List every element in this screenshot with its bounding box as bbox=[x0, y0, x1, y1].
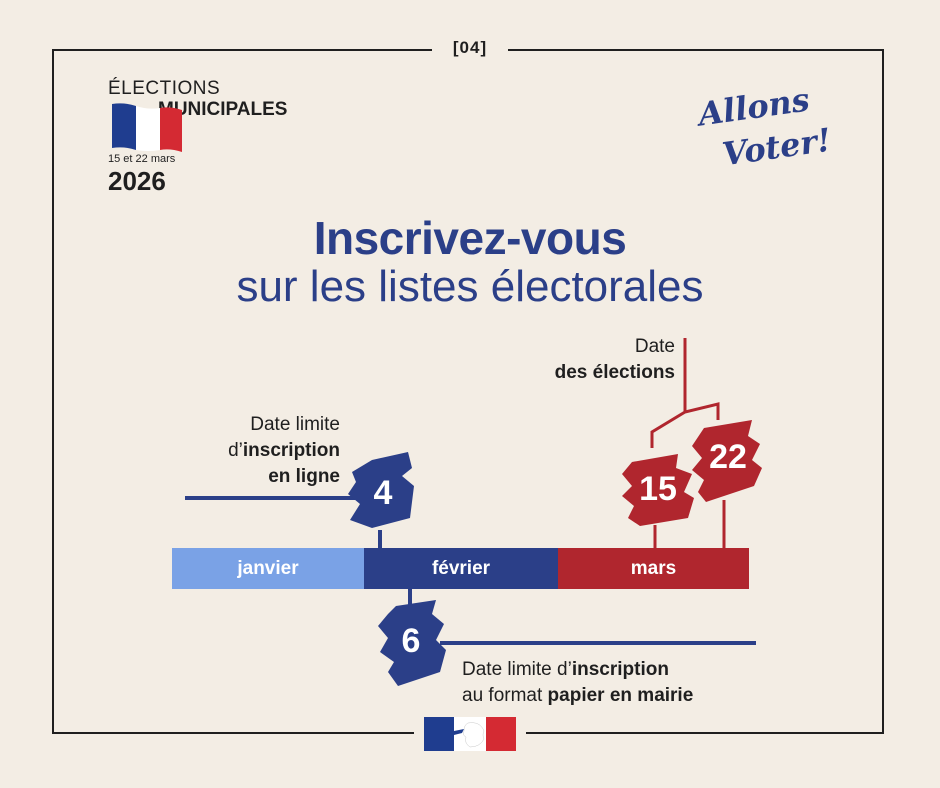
frame-bottom-right bbox=[526, 732, 884, 734]
paper-deadline-line1: Date limite d’inscription bbox=[462, 657, 762, 683]
frame-bottom-left bbox=[52, 732, 414, 734]
online-deadline-bold2: en ligne bbox=[268, 466, 340, 487]
elections-label: ÉLECTIONS bbox=[108, 78, 221, 99]
paper-deadline-bold1: inscription bbox=[571, 659, 669, 680]
frame-top-right bbox=[508, 49, 884, 51]
frame-top-left bbox=[52, 49, 432, 51]
elections-label-block: Date des élections bbox=[500, 334, 675, 386]
badge-15-shape bbox=[622, 454, 694, 526]
elections-bracket bbox=[650, 402, 720, 448]
paper-deadline-bold2: papier en mairie bbox=[547, 685, 694, 706]
badge-6-shape bbox=[378, 600, 446, 686]
frame-right bbox=[882, 49, 884, 734]
month-fevrier: février bbox=[364, 548, 558, 589]
paper-deadline-label: Date limite d’inscription au format papi… bbox=[462, 657, 762, 709]
elections-label-line1: Date bbox=[634, 336, 675, 357]
french-flag-icon bbox=[112, 103, 182, 152]
month-mars: mars bbox=[558, 548, 749, 589]
badge-4-shape bbox=[348, 452, 414, 528]
online-deadline-line1: Date limite bbox=[250, 414, 340, 435]
marianne-logo-icon bbox=[424, 717, 516, 751]
frame-left bbox=[52, 49, 54, 734]
municipales-label: MUNICIPALES bbox=[158, 99, 288, 120]
paper-deadline-plain2: au format bbox=[462, 685, 548, 706]
election-year: 2026 bbox=[108, 166, 166, 196]
online-deadline-day: 4 bbox=[373, 474, 393, 512]
page-subtitle: sur les listes électorales bbox=[236, 262, 704, 311]
online-deadline-label: Date limite d’inscription en ligne bbox=[190, 412, 340, 490]
paper-deadline-plain1: Date limite d’ bbox=[462, 659, 572, 680]
online-deadline-line2: d’inscription bbox=[190, 438, 340, 464]
election-dates: 15 et 22 mars bbox=[108, 153, 176, 165]
paper-deadline-line2: au format papier en mairie bbox=[462, 683, 762, 709]
election-day-22: 22 bbox=[709, 438, 747, 476]
online-deadline-prefix: d’ bbox=[228, 440, 243, 461]
online-deadline-bold1: inscription bbox=[242, 440, 340, 461]
election-day-15: 15 bbox=[639, 470, 677, 508]
badge-22-shape bbox=[692, 420, 762, 502]
month-janvier: janvier bbox=[172, 548, 364, 589]
page-number: [04] bbox=[436, 38, 504, 58]
page-title: Inscrivez-vous bbox=[313, 212, 627, 264]
elections-label-bold: des élections bbox=[554, 362, 675, 383]
online-deadline-line3: en ligne bbox=[190, 464, 340, 490]
elections-label-line2: des élections bbox=[500, 360, 675, 386]
paper-deadline-day: 6 bbox=[401, 622, 421, 660]
